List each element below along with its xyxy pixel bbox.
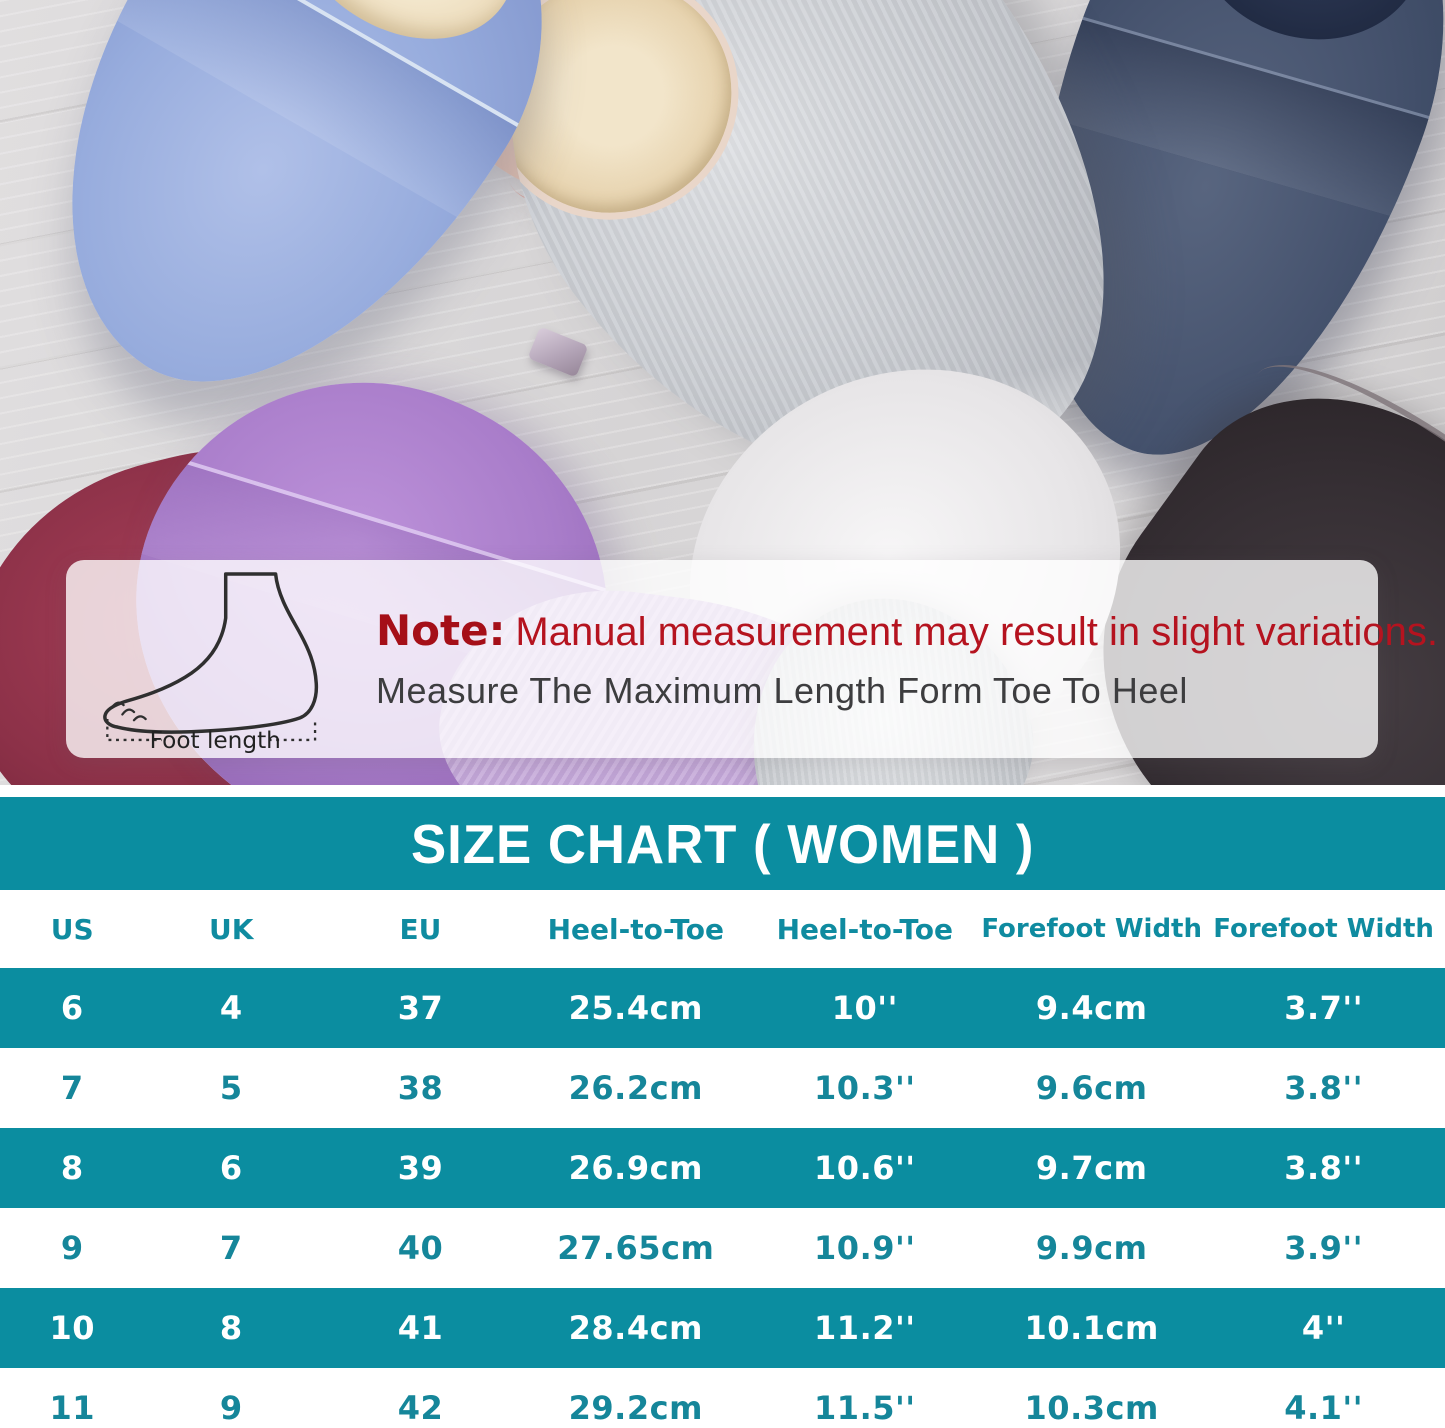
size-cell: 3.9'' xyxy=(1284,1229,1363,1267)
size-cell: 10'' xyxy=(831,989,898,1027)
size-cell: 41 xyxy=(397,1309,444,1347)
col-heel-to-toe-cm: Heel-to-Toe xyxy=(523,890,749,968)
size-cell: 26.9cm xyxy=(568,1149,703,1187)
note-line-2: Measure The Maximum Length Form Toe To H… xyxy=(376,670,1188,711)
note-line-1: Note: Manual measurement may result in sl… xyxy=(376,606,1438,655)
col-us: US xyxy=(0,890,145,968)
size-table: US UK EU Heel-to-Toe Heel-to-Toe Forefoo… xyxy=(0,890,1445,1428)
size-row: 7 5 38 26.2cm 10.3'' 9.6cm 3.8'' xyxy=(0,1048,1445,1128)
col-uk: UK xyxy=(144,890,318,968)
size-table-body: 6 4 37 25.4cm 10'' 9.4cm 3.7'' 7 5 38 26.2cm 10.3''… xyxy=(0,968,1445,1428)
size-cell: 25.4cm xyxy=(568,989,703,1027)
col-eu: EU xyxy=(317,890,524,968)
size-cell: 7 xyxy=(219,1229,243,1267)
size-cell: 3.7'' xyxy=(1284,989,1363,1027)
size-cell: 3.8'' xyxy=(1284,1149,1363,1187)
size-cell: 3.8'' xyxy=(1284,1069,1363,1107)
size-cell: 10.1cm xyxy=(1024,1309,1159,1347)
size-cell: 29.2cm xyxy=(568,1389,703,1427)
size-cell: 5 xyxy=(219,1069,243,1107)
foot-length-caption: Foot length xyxy=(150,727,281,754)
size-row: 11 9 42 29.2cm 11.5'' 10.3cm 4.1'' xyxy=(0,1368,1445,1428)
size-cell: 10.9'' xyxy=(814,1229,916,1267)
size-cell: 4 xyxy=(219,989,243,1027)
size-cell: 9.7cm xyxy=(1035,1149,1148,1187)
size-cell: 4'' xyxy=(1301,1309,1346,1347)
col-heel-to-toe-in: Heel-to-Toe xyxy=(748,890,982,968)
size-cell: 9 xyxy=(60,1229,84,1267)
size-row: 9 7 40 27.65cm 10.9'' 9.9cm 3.9'' xyxy=(0,1208,1445,1288)
size-cell: 6 xyxy=(219,1149,243,1187)
size-cell: 40 xyxy=(397,1229,444,1267)
size-cell: 26.2cm xyxy=(568,1069,703,1107)
product-photo: Foot length Note: Manual measurement may … xyxy=(0,0,1445,785)
size-row: 10 8 41 28.4cm 11.2'' 10.1cm 4'' xyxy=(0,1288,1445,1368)
size-cell: 4.1'' xyxy=(1284,1389,1363,1427)
size-row: 8 6 39 26.9cm 10.6'' 9.7cm 3.8'' xyxy=(0,1128,1445,1208)
size-cell: 11.2'' xyxy=(814,1309,916,1347)
size-cell: 10 xyxy=(49,1309,96,1347)
size-cell: 9.4cm xyxy=(1035,989,1148,1027)
size-cell: 37 xyxy=(397,989,444,1027)
size-cell: 11.5'' xyxy=(814,1389,916,1427)
foot-measure-figure: Foot length xyxy=(92,567,348,759)
size-cell: 11 xyxy=(49,1389,96,1427)
note-label: Note: xyxy=(376,606,506,655)
size-cell: 9.9cm xyxy=(1035,1229,1148,1267)
size-cell: 28.4cm xyxy=(568,1309,703,1347)
size-chart-title-band: SIZE CHART ( WOMEN ) xyxy=(0,797,1445,890)
size-cell: 10.3'' xyxy=(814,1069,916,1107)
size-cell: 7 xyxy=(60,1069,84,1107)
size-cell: 9 xyxy=(219,1389,243,1427)
heel-tab-photo xyxy=(527,326,589,378)
note-text-block: Note: Manual measurement may result in sl… xyxy=(376,606,1438,712)
divider xyxy=(0,785,1445,797)
size-cell: 10.6'' xyxy=(814,1149,916,1187)
size-cell: 8 xyxy=(219,1309,243,1347)
header-row: US UK EU Heel-to-Toe Heel-to-Toe Forefoo… xyxy=(0,890,1445,968)
size-cell: 39 xyxy=(397,1149,444,1187)
size-chart-title: SIZE CHART ( WOMEN ) xyxy=(410,812,1035,875)
col-forefoot-width-cm: Forefoot Width xyxy=(981,890,1203,968)
size-row: 6 4 37 25.4cm 10'' 9.4cm 3.7'' xyxy=(0,968,1445,1048)
size-cell: 38 xyxy=(397,1069,444,1107)
size-table-header: US UK EU Heel-to-Toe Heel-to-Toe Forefoo… xyxy=(0,890,1445,968)
col-forefoot-width-in: Forefoot Width xyxy=(1202,890,1445,968)
size-cell: 8 xyxy=(60,1149,84,1187)
size-cell: 6 xyxy=(60,989,84,1027)
note-banner: Foot length Note: Manual measurement may … xyxy=(66,560,1438,759)
foot-outline-icon: Foot length xyxy=(103,572,319,754)
note-text: Manual measurement may result in slight … xyxy=(515,610,1438,654)
size-cell: 27.65cm xyxy=(557,1229,715,1267)
size-cell: 9.6cm xyxy=(1035,1069,1148,1107)
size-chart-section: SIZE CHART ( WOMEN ) US UK EU Heel-to-To… xyxy=(0,785,1445,1428)
size-cell: 42 xyxy=(397,1389,444,1427)
size-cell: 10.3cm xyxy=(1024,1389,1159,1427)
